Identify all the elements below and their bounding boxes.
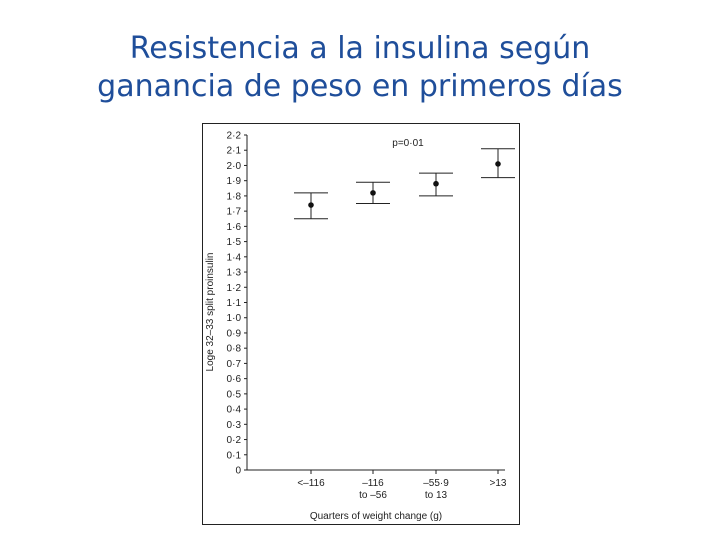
slide-title: Resistencia a la insulina según ganancia… bbox=[0, 30, 720, 106]
x-tick-label: >13 bbox=[490, 478, 507, 489]
y-tick-label: 2·1 bbox=[227, 146, 242, 157]
y-tick-label: 0·9 bbox=[227, 328, 242, 339]
x-tick-label: to 13 bbox=[425, 490, 448, 501]
y-tick-label: 1·4 bbox=[227, 252, 242, 263]
y-tick-label: 0·5 bbox=[227, 389, 242, 400]
y-tick-label: 0 bbox=[235, 466, 241, 477]
chart-axes: 0 0·1 0·2 0·3 0·4 0·5 0·6 0·7 0·8 0·9 1·0 1·1 1·2 1·3… bbox=[227, 131, 507, 502]
y-tick-label: 1·2 bbox=[227, 283, 242, 294]
x-tick-label: <–116 bbox=[297, 478, 325, 489]
x-axis-label: Quarters of weight change (g) bbox=[310, 511, 442, 522]
x-tick-label: –116 bbox=[362, 478, 384, 489]
data-point bbox=[495, 161, 501, 167]
y-tick-label: 0·1 bbox=[227, 450, 242, 461]
y-tick-label: 1·6 bbox=[227, 222, 242, 233]
chart-svg: 0 0·1 0·2 0·3 0·4 0·5 0·6 0·7 0·8 0·9 1·0 1·1 1·2 1·3… bbox=[205, 131, 515, 522]
slide-title-line-1: Resistencia a la insulina según bbox=[129, 31, 591, 66]
y-tick-label: 0·3 bbox=[227, 420, 242, 431]
y-tick-label: 2·2 bbox=[227, 131, 242, 142]
data-point bbox=[433, 180, 439, 187]
data-point bbox=[308, 202, 314, 208]
y-tick-label: 1·3 bbox=[227, 268, 242, 279]
x-tick-label: –55·9 bbox=[423, 478, 449, 489]
y-tick-label: 0·8 bbox=[227, 344, 242, 355]
x-tick-label: to –56 bbox=[359, 490, 387, 501]
chart-figure: 0 0·1 0·2 0·3 0·4 0·5 0·6 0·7 0·8 0·9 1·0 1·1 1·2 1·3… bbox=[202, 123, 520, 525]
y-axis-label: Loge 32–33 split proinsulin bbox=[205, 253, 216, 372]
y-tick-label: 2·0 bbox=[227, 161, 242, 172]
chart-marks bbox=[294, 148, 515, 220]
slide-title-line-2: ganancia de peso en primeros días bbox=[97, 69, 623, 104]
y-tick-label: 1·8 bbox=[227, 191, 242, 202]
y-tick-label: 1·9 bbox=[227, 176, 242, 187]
y-tick-label: 1·1 bbox=[227, 298, 242, 309]
y-tick-label: 1·0 bbox=[227, 313, 242, 324]
data-point bbox=[370, 190, 376, 196]
y-tick-label: 0·4 bbox=[227, 405, 242, 416]
p-value-annotation: p=0·01 bbox=[392, 138, 424, 149]
y-tick-label: 1·7 bbox=[227, 207, 242, 218]
y-tick-label: 1·5 bbox=[227, 237, 242, 248]
y-tick-label: 0·7 bbox=[227, 359, 242, 370]
y-tick-label: 0·6 bbox=[227, 374, 242, 385]
y-tick-label: 0·2 bbox=[227, 435, 242, 446]
